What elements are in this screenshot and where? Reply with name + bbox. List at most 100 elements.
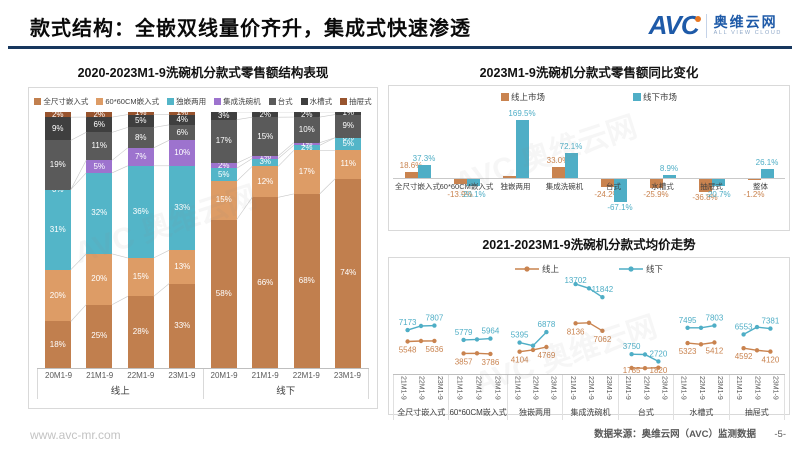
stacked-bar: 25% 20% 32% 5% 11% 6% 2%: [86, 110, 113, 368]
avc-logo: AVC 奥维云网 ALL VIEW CLOUD: [649, 10, 782, 41]
yoy-chart-title: 2023M1-9洗碗机分款式零售额同比变化: [479, 66, 699, 80]
price-category-label: 水槽式: [689, 408, 714, 417]
bar-segment: 17%: [293, 150, 320, 194]
x-tick-label: 22M1-9: [531, 376, 539, 400]
price-point: [405, 327, 410, 333]
bar-segment: 10%: [169, 140, 196, 166]
logo-divider: [705, 13, 707, 38]
yoy-bar: [466, 179, 480, 186]
yoy-value-label: -13.9%: [447, 190, 473, 199]
price-point: [474, 351, 480, 356]
segment-value-label: 68%: [298, 275, 315, 285]
bar-segment: 10%: [293, 117, 320, 143]
price-point: [754, 348, 760, 353]
x-tick-label: 22M1-9: [753, 376, 761, 400]
segment-value-label: 20%: [91, 274, 108, 284]
price-point: [586, 286, 592, 291]
price-chart-legend: 线上 线下: [393, 262, 785, 276]
price-point: [642, 352, 648, 357]
price-axis-column: 21M1-9 22M1-9 23M1-9 独嵌两用: [508, 375, 564, 420]
price-point: [629, 352, 634, 357]
legend-label: 线下市场: [643, 92, 678, 102]
legend-label: 集成洗碗机: [223, 96, 261, 106]
legend-swatch: [96, 97, 104, 105]
yoy-bar: [502, 175, 516, 178]
logo-en-text: ALL VIEW CLOUD: [713, 30, 782, 37]
price-value-label: 4104: [511, 356, 529, 365]
price-point: [418, 338, 424, 344]
bar-segment: 2%: [44, 110, 71, 118]
price-value-label: 5323: [679, 347, 697, 356]
segment-value-label: 11%: [340, 159, 356, 169]
bar-segment: 36%: [127, 165, 154, 258]
axis-year-row: 20M1-9 21M1-9 22M1-9 23M1-9: [38, 369, 203, 380]
price-point: [586, 320, 592, 325]
stacked-bar: 66% 12% 3% 1% 15% 2%: [252, 110, 279, 368]
bar-segment: 2%: [293, 109, 320, 119]
stacked-bar: 58% 15% 5% 2% 17% 3%: [210, 111, 237, 368]
x-tick-label: 21M1-9: [568, 376, 576, 400]
segment-value-label: 32%: [91, 208, 108, 218]
bar-segment: 2%: [86, 110, 113, 118]
price-value-label: 13702: [564, 276, 587, 285]
yoy-value-label: -20.1%: [460, 190, 486, 199]
yoy-value-label: -25.9%: [643, 190, 669, 199]
bar-segment: 31%: [44, 189, 71, 270]
segment-value-label: 15%: [215, 195, 232, 205]
legend-item: 线上: [514, 263, 559, 275]
structure-chart-legend: 全尺寸嵌入式 60*60CM嵌入式 独嵌两用 集成洗碗机 台式 水槽式 抽屉式: [34, 94, 372, 108]
legend-label: 线上市场: [510, 92, 545, 102]
yoy-chart-plot: 18.6% 37.3% 全尺寸嵌入式 -13.9% -20.1% 60*60CM嵌入式 16…: [393, 106, 785, 228]
segment-value-label: 25%: [91, 331, 108, 341]
yoy-value-label: -67.1%: [607, 202, 633, 212]
panel-yoy-chart: 2023M1-9洗碗机分款式零售额同比变化 线上市场 线下市场 18.6% 37.3…: [388, 62, 790, 231]
price-value-label: 5636: [426, 345, 444, 354]
segment-value-label: 2%: [300, 109, 313, 119]
price-point: [741, 346, 746, 351]
bar-segment: 2%: [252, 110, 279, 118]
x-tick-label: 23M1-9: [435, 376, 443, 400]
price-value-label: 11842: [592, 285, 614, 294]
price-value-label: 7381: [762, 317, 780, 326]
bar-segment: 4%: [169, 114, 196, 125]
price-point: [741, 332, 746, 337]
price-value-label: 3750: [623, 342, 641, 351]
axis-year-label: 22M1-9: [127, 371, 155, 380]
price-point: [600, 328, 605, 333]
price-value-label: 7062: [594, 335, 612, 344]
price-point: [573, 281, 578, 287]
yoy-chart-box: 线上市场 线下市场 18.6% 37.3% 全尺寸嵌入式 -13.9% -20.1% 60*…: [388, 85, 790, 231]
price-point: [685, 340, 690, 346]
x-tick-label: 22M1-9: [474, 376, 482, 400]
price-point: [474, 337, 480, 342]
stacked-bar: 33% 13% 33% 10% 6% 4% 1%: [169, 109, 196, 368]
segment-value-label: 2%: [217, 160, 230, 170]
yoy-value-label: 33.0%: [546, 155, 570, 165]
bar-segment: 11%: [335, 150, 362, 179]
legend-item: 抽屉式: [340, 96, 372, 107]
price-point: [405, 339, 410, 344]
bar-segment: 2%: [210, 160, 237, 170]
segment-value-label: 6%: [176, 127, 189, 137]
price-point: [656, 365, 661, 370]
segment-value-label: 5%: [134, 116, 147, 125]
bar-segment: 6%: [169, 124, 196, 141]
axis-group: 20M1-9 21M1-9 22M1-9 23M1-9 线下: [204, 369, 369, 399]
yoy-chart-legend: 线上市场 线下市场: [393, 90, 785, 104]
bar-segment: 32%: [86, 172, 113, 254]
yoy-value-label: -20.7%: [705, 190, 731, 199]
price-value-label: 5395: [511, 331, 529, 340]
segment-value-label: 20%: [49, 290, 66, 300]
x-tick-label: 23M1-9: [771, 376, 779, 400]
legend-label: 抽屉式: [349, 96, 372, 106]
yoy-value-label: 169.5%: [508, 109, 536, 119]
x-tick-label: 21M1-9: [735, 376, 743, 400]
price-chart-axis: 21M1-9 22M1-9 23M1-9 全尺寸嵌入式 21M1-9 22M1-9 23M1…: [393, 374, 785, 420]
segment-value-label: 10%: [174, 148, 191, 157]
bar-segment: 15%: [252, 117, 279, 156]
axis-year-row: 20M1-9 21M1-9 22M1-9 23M1-9: [204, 369, 369, 380]
price-value-label: 1820: [650, 366, 668, 375]
bar-segment: 5%: [335, 137, 362, 151]
yoy-bar: [760, 169, 774, 178]
yoy-bar: [515, 120, 529, 178]
